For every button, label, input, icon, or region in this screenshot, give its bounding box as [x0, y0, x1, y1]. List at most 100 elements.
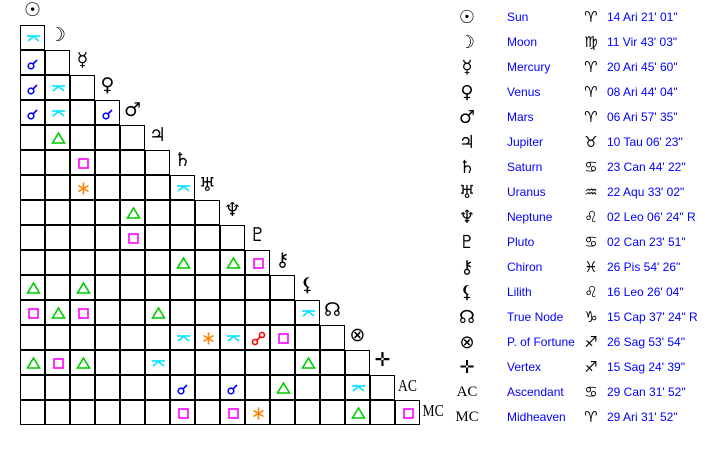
aspect-cell-quincunx: [344, 374, 370, 400]
body-name: Midheaven: [507, 410, 566, 424]
aspect-cell-empty: [194, 299, 220, 325]
square-mark: [277, 332, 289, 344]
position-row: ☉ Sun ♈ 14 Ari 21' 01": [455, 5, 705, 30]
aspect-cell-empty: [94, 274, 120, 300]
aspect-cell-square: [219, 399, 245, 425]
aspect-cell-empty: [19, 149, 45, 175]
quincunx-mark: [301, 309, 315, 317]
aspect-cell-trine: [44, 124, 70, 150]
aspect-cell-quincunx: [169, 174, 195, 200]
sextile-mark: [77, 184, 89, 192]
body-name: Lilith: [507, 285, 532, 299]
cancer-icon: ♋: [584, 158, 598, 176]
uranus-icon: ♅: [458, 182, 476, 203]
aspect-cell-empty: [19, 174, 45, 200]
aspect-cell-square: [244, 249, 270, 275]
conjunction-mark: [26, 111, 35, 120]
aspect-cell-trine: [344, 399, 370, 425]
aspect-cell-empty: [94, 174, 120, 200]
aspect-cell-empty: [94, 224, 120, 250]
aquarius-icon: ♒: [584, 183, 598, 201]
jupiter-icon: ♃: [458, 132, 476, 153]
aspect-cell-empty: [244, 274, 270, 300]
square-mark: [177, 407, 189, 419]
aspect-cell-trine: [19, 349, 45, 375]
square-icon: [77, 307, 89, 319]
trine-mark: [300, 355, 316, 369]
aspect-cell-empty: [319, 399, 345, 425]
trine-icon: [350, 405, 366, 419]
aspect-cell-empty: [144, 324, 170, 350]
body-name: Saturn: [507, 160, 543, 174]
position-row: ♆ Neptune ♌ 02 Leo 06' 24" R: [455, 205, 705, 230]
aspect-cell-empty: [294, 374, 320, 400]
sagittarius-icon: ♐: [584, 358, 598, 376]
aspect-cell-empty: [94, 349, 120, 375]
square-icon: [277, 332, 289, 344]
aspect-cell-empty: [119, 274, 145, 300]
conjunction-mark: [31, 58, 38, 65]
square-mark: [27, 307, 39, 319]
neptune-icon: ♆: [223, 199, 242, 221]
square-mark: [52, 357, 64, 369]
sun-icon: ☉: [458, 7, 476, 28]
aspect-cell-empty: [19, 399, 45, 425]
conjunction-mark: [26, 61, 35, 70]
sextile-mark: [202, 334, 214, 342]
aspect-cell-conjunction: [19, 49, 45, 75]
mars-icon: ♂: [458, 107, 476, 128]
neptune-icon: ♆: [458, 207, 476, 228]
body-position: 15 Cap 37' 24" R: [607, 310, 698, 324]
true-node-icon: ☊: [324, 299, 341, 321]
quincunx-mark: [351, 384, 365, 392]
sextile-icon: [252, 407, 264, 419]
aspect-cell-quincunx: [44, 74, 70, 100]
aspect-cell-empty: [219, 274, 245, 300]
conjunction-icon: [226, 383, 238, 395]
aspect-cell-quincunx: [19, 24, 45, 50]
trine-icon: [150, 305, 166, 319]
position-row: MC Midheaven ♈ 29 Ari 31' 52": [455, 405, 705, 430]
vertex-icon: ✛: [374, 349, 391, 371]
body-position: 02 Leo 06' 24" R: [607, 210, 696, 224]
aspect-cell-empty: [44, 324, 70, 350]
body-position: 20 Ari 45' 60": [607, 60, 678, 74]
sextile-icon: [202, 332, 214, 344]
aspect-cell-conjunction: [94, 99, 120, 125]
aspect-cell-empty: [119, 399, 145, 425]
aspect-cell-empty: [94, 324, 120, 350]
aspect-cell-empty: [119, 374, 145, 400]
aspect-cell-empty: [94, 299, 120, 325]
opposition-mark: [255, 335, 261, 341]
aspect-cell-empty: [169, 349, 195, 375]
ascendant-icon: AC: [398, 376, 417, 395]
aspect-cell-empty: [119, 324, 145, 350]
square-icon: [252, 257, 264, 269]
aspect-cell-empty: [69, 124, 95, 150]
aspect-cell-empty: [94, 374, 120, 400]
uranus-icon: ♅: [198, 174, 217, 196]
leo-icon: ♌: [584, 283, 598, 301]
ascendant-icon: AC: [456, 384, 478, 400]
quincunx-icon: [51, 84, 65, 92]
aspect-cell-empty: [144, 374, 170, 400]
aspect-cell-empty: [194, 399, 220, 425]
aspect-cell-empty: [94, 124, 120, 150]
vertex-icon: ✛: [459, 357, 475, 378]
trine-icon: [75, 355, 91, 369]
aspect-cell-empty: [269, 349, 295, 375]
aspect-cell-empty: [194, 199, 220, 225]
cancer-icon: ♋: [584, 233, 598, 251]
aspect-cell-empty: [144, 399, 170, 425]
quincunx-icon: [26, 34, 40, 42]
trine-icon: [50, 130, 66, 144]
trine-mark: [225, 255, 241, 269]
body-name: Venus: [507, 85, 541, 99]
aspect-cell-empty: [169, 224, 195, 250]
body-position: 06 Ari 57' 35": [607, 110, 678, 124]
aspect-cell-empty: [69, 199, 95, 225]
aspect-cell-empty: [94, 149, 120, 175]
aspect-cell-empty: [94, 249, 120, 275]
conjunction-mark: [176, 386, 185, 395]
quincunx-icon: [301, 309, 315, 317]
